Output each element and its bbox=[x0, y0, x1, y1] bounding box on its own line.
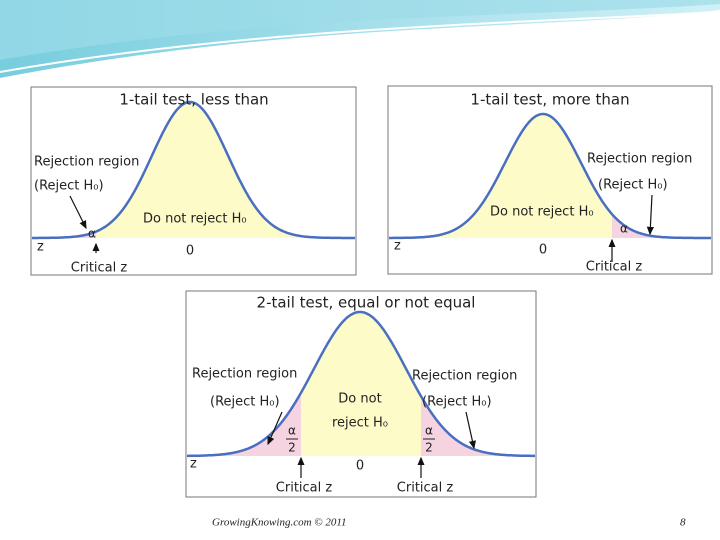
axis-label: z bbox=[190, 457, 197, 472]
alpha-label: α bbox=[620, 222, 628, 236]
center-label: 0 bbox=[539, 243, 547, 258]
rejection-area bbox=[421, 396, 535, 456]
reject-note: (Reject H₀) bbox=[34, 179, 104, 194]
axis-label: z bbox=[37, 240, 44, 255]
critical-label: Critical z bbox=[276, 481, 333, 496]
accept-label: reject H₀ bbox=[332, 416, 388, 431]
alpha-denominator: 2 bbox=[425, 441, 433, 455]
alpha-numerator: α bbox=[425, 424, 433, 438]
region-arrow bbox=[69, 195, 87, 230]
top-decoration bbox=[0, 0, 720, 78]
acceptance-area bbox=[301, 312, 421, 456]
region-arrow bbox=[267, 411, 283, 446]
panel-title: 2-tail test, equal or not equal bbox=[257, 294, 476, 312]
region-arrow bbox=[646, 194, 654, 236]
alpha-denominator: 2 bbox=[288, 441, 296, 455]
accept-label: Do not bbox=[338, 392, 381, 407]
accept-label: Do not reject H₀ bbox=[490, 205, 594, 220]
reject-note: (Reject H₀) bbox=[598, 178, 668, 193]
panel-title: 1-tail test, less than bbox=[119, 91, 268, 109]
rejection-label: Rejection region bbox=[192, 367, 297, 382]
rejection-label: Rejection region bbox=[34, 155, 139, 170]
critical-label: Critical z bbox=[586, 260, 643, 275]
rejection-label: Rejection region bbox=[587, 152, 692, 167]
alpha-numerator: α bbox=[288, 424, 296, 438]
page-number: 8 bbox=[680, 517, 686, 529]
rejection-label: Rejection region bbox=[412, 369, 517, 384]
center-label: 0 bbox=[186, 244, 194, 259]
reject-note: (Reject H₀) bbox=[422, 395, 492, 410]
center-label: 0 bbox=[356, 459, 364, 474]
bell-curve bbox=[187, 310, 535, 458]
acceptance-area bbox=[389, 114, 612, 238]
accept-label: Do not reject H₀ bbox=[143, 212, 247, 227]
rejection-area bbox=[612, 214, 711, 238]
bell-curve bbox=[389, 112, 711, 240]
critical-label: Critical z bbox=[71, 261, 128, 276]
bell-curve bbox=[32, 100, 355, 240]
panel-title: 1-tail test, more than bbox=[470, 91, 629, 109]
acceptance-area bbox=[96, 102, 355, 238]
alpha-label: α bbox=[88, 227, 96, 241]
axis-label: z bbox=[394, 239, 401, 254]
critical-label: Critical z bbox=[397, 481, 454, 496]
region-arrow bbox=[465, 411, 476, 450]
footer-source: GrowingKnowing.com © 2011 bbox=[212, 517, 347, 529]
reject-note: (Reject H₀) bbox=[210, 395, 280, 410]
